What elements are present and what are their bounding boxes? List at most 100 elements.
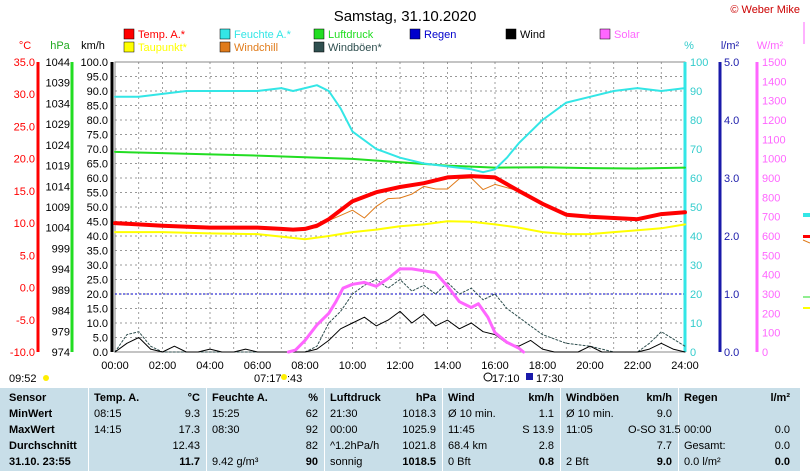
stats-cell: 68.4 km	[448, 440, 488, 452]
wind-tick-label: 30.0	[87, 260, 108, 272]
header-pressure-unit: hPa	[415, 392, 436, 404]
legend-label: Windböen*	[328, 42, 383, 54]
humidity-tick-label: 10	[690, 318, 702, 330]
legend-swatch	[409, 28, 421, 40]
solar-tick-label: 200	[762, 308, 780, 320]
temp-tick-label: 0.0	[20, 283, 35, 295]
humidity-tick-label: 60	[690, 173, 702, 185]
header-gusts-unit: km/h	[646, 392, 672, 404]
stats-cell: 1021.8	[402, 440, 436, 452]
x-tick-label: 16:00	[481, 360, 509, 372]
stats-cell: 0 Bft	[448, 456, 471, 468]
legend-label: Windchill	[234, 42, 278, 54]
pressure-tick-label: 984	[52, 306, 70, 318]
wind-tick-label: 95.0	[87, 72, 108, 84]
wind-tick-label: 25.0	[87, 275, 108, 287]
solar-tick-label: 1500	[762, 57, 786, 69]
temp-tick-label: 10.0	[14, 218, 35, 230]
stats-cell: 7.7	[656, 440, 672, 452]
axis-unit-label: hPa	[50, 40, 70, 52]
wind-tick-label: 45.0	[87, 217, 108, 229]
temp-tick-label: -10.0	[10, 347, 35, 359]
stats-cell: 1018.3	[402, 408, 436, 420]
solar-tick-label: 300	[762, 289, 780, 301]
legend-label: Temp. A.*	[138, 29, 186, 41]
legend-swatch	[123, 41, 135, 53]
humidity-tick-label: 40	[690, 231, 702, 243]
pressure-tick-label: 1044	[46, 57, 70, 69]
humidity-tick-label: 80	[690, 115, 702, 127]
x-tick-label: 00:00	[101, 360, 129, 372]
pressure-tick-label: 1039	[46, 78, 70, 90]
header-pressure: Luftdruck	[330, 392, 381, 404]
stats-cell: 11:05	[566, 424, 593, 436]
header-wind-unit: km/h	[528, 392, 554, 404]
stats-cell: 2 Bft	[566, 456, 589, 468]
legend-swatch	[313, 41, 325, 53]
right-edge-preview	[802, 22, 810, 309]
stats-row-label: Durchschnitt	[9, 440, 77, 452]
stats-row-label: MaxWert	[9, 424, 55, 436]
sunset-icon	[526, 373, 533, 380]
stats-cell: 0.0	[774, 440, 790, 452]
x-tick-label: 06:00	[244, 360, 272, 372]
stats-cell: Gesamt:	[684, 440, 726, 452]
stats-cell: 00:00	[684, 424, 712, 436]
solar-tick-label: 0	[762, 347, 768, 359]
rain-tick-label: 2.0	[724, 231, 739, 243]
wind-tick-label: 65.0	[87, 159, 108, 171]
temp-tick-label: 20.0	[14, 154, 35, 166]
temp-tick-label: 5.0	[20, 250, 35, 262]
series-taupunkt	[114, 220, 686, 241]
header-temp: Temp. A.	[94, 392, 140, 404]
pressure-tick-label: 979	[52, 326, 70, 338]
solar-tick-label: 1200	[762, 115, 786, 127]
rain-tick-label: 3.0	[724, 173, 739, 185]
stats-cell: 9.0	[656, 456, 672, 468]
x-tick-label: 20:00	[576, 360, 604, 372]
pressure-tick-label: 1029	[46, 119, 70, 131]
x-tick-label: 14:00	[434, 360, 462, 372]
x-tick-label: 10:00	[339, 360, 367, 372]
temp-tick-label: 30.0	[14, 89, 35, 101]
temp-tick-label: 25.0	[14, 121, 35, 133]
stats-cell: 0.0	[774, 424, 790, 436]
header-gusts: Windböen	[566, 392, 620, 404]
series-luftdruck	[114, 150, 686, 170]
x-tick-label: 22:00	[624, 360, 652, 372]
axis-unit-label: km/h	[81, 40, 105, 52]
stats-cell: 9.0	[656, 408, 672, 420]
rain-tick-label: 1.0	[724, 289, 739, 301]
stats-header-row: Sensor Temp. A. °C Feuchte A. % Luftdruc…	[0, 391, 800, 406]
humidity-tick-label: 90	[690, 86, 702, 98]
header-sensor: Sensor	[9, 392, 47, 404]
chart-series	[113, 84, 687, 354]
stats-cell: 90	[305, 456, 318, 468]
humidity-tick-label: 20	[690, 289, 702, 301]
wind-tick-label: 70.0	[87, 144, 108, 156]
stats-cell: 11.7	[179, 456, 200, 468]
pressure-tick-label: 989	[52, 285, 70, 297]
axis-unit-label: %	[684, 40, 694, 52]
stats-cell: S 13.9	[522, 424, 554, 436]
stats-cell: 0.8	[538, 456, 554, 468]
humidity-tick-label: 30	[690, 260, 702, 272]
pressure-tick-label: 1009	[46, 202, 70, 214]
wind-tick-label: 90.0	[87, 86, 108, 98]
wind-tick-label: 5.0	[93, 333, 108, 345]
stats-cell: 82	[305, 440, 318, 452]
legend-label: Solar	[614, 29, 640, 41]
solar-tick-label: 500	[762, 250, 780, 262]
header-rain: Regen	[684, 392, 718, 404]
wind-tick-label: 10.0	[87, 318, 108, 330]
wind-tick-label: 20.0	[87, 289, 108, 301]
stats-cell: sonnig	[330, 456, 363, 468]
stats-row-label: MinWert	[9, 408, 53, 420]
series-feuchte-a	[114, 84, 686, 174]
axis-unit-label: °C	[19, 40, 31, 52]
rain-tick-label: 0.0	[724, 347, 739, 359]
sun-markers: 07:17 :43 17:10 17:30 09:52	[9, 372, 564, 385]
stats-cell: 08:30	[212, 424, 240, 436]
solar-tick-label: 1000	[762, 154, 786, 166]
stats-cell: 08:15	[94, 408, 122, 420]
